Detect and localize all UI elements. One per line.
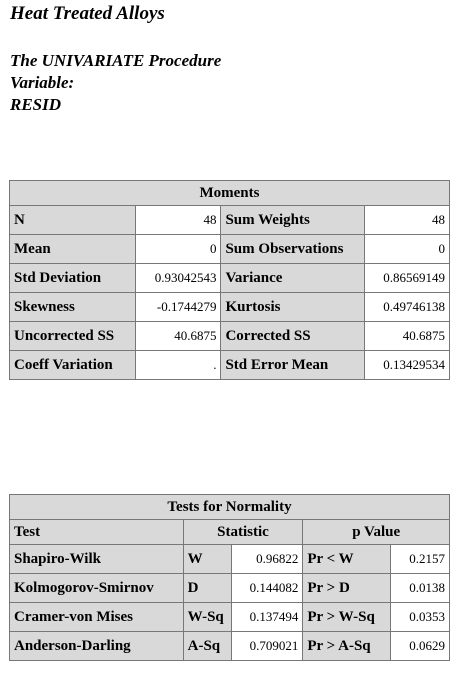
stat-value: 0.144082 [230,573,304,603]
moment-label: Std Error Mean [220,350,366,380]
test-name: Anderson-Darling [9,631,184,661]
stat-value: 0.709021 [230,631,304,661]
moments-table: Moments N 48 Sum Weights 48 Mean 0 Sum O… [9,180,450,380]
test-name: Shapiro-Wilk [9,544,184,574]
p-value: 0.2157 [390,544,450,574]
moment-value: 48 [364,205,450,235]
table-row: Std Deviation 0.93042543 Variance 0.8656… [9,263,450,293]
moment-label: Coeff Variation [9,350,136,380]
test-header: Test [9,519,184,545]
table-row: Cramer-von Mises W-Sq 0.137494 Pr > W-Sq… [9,602,450,632]
p-value: 0.0353 [390,602,450,632]
stat-name: W [182,544,232,574]
table-row: Anderson-Darling A-Sq 0.709021 Pr > A-Sq… [9,631,450,661]
moment-label: Kurtosis [220,292,366,322]
test-name: Cramer-von Mises [9,602,184,632]
moment-value: 0 [134,234,222,264]
moment-value: 0.93042543 [134,263,222,293]
table-row: Mean 0 Sum Observations 0 [9,234,450,264]
moment-value: 48 [134,205,222,235]
procedure-name: The UNIVARIATE Procedure [10,51,222,70]
stat-value: 0.137494 [230,602,304,632]
moment-value: 0 [364,234,450,264]
report-title: Heat Treated Alloys [10,3,165,24]
p-name: Pr < W [302,544,392,574]
moment-label: Sum Observations [220,234,366,264]
moment-value: 0.86569149 [364,263,450,293]
moment-value: 40.6875 [134,321,222,351]
table-row: Kolmogorov-Smirnov D 0.144082 Pr > D 0.0… [9,573,450,603]
moments-caption: Moments [9,180,450,206]
moment-label: Std Deviation [9,263,136,293]
table-row: Shapiro-Wilk W 0.96822 Pr < W 0.2157 [9,544,450,574]
moment-label: Uncorrected SS [9,321,136,351]
moment-label: Variance [220,263,366,293]
p-name: Pr > D [302,573,392,603]
procedure-header: The UNIVARIATE Procedure Variable: RESID [10,50,221,116]
moment-label: N [9,205,136,235]
table-row: Uncorrected SS 40.6875 Corrected SS 40.6… [9,321,450,351]
table-row: Skewness -0.1744279 Kurtosis 0.49746138 [9,292,450,322]
stat-value: 0.96822 [230,544,304,574]
moment-label: Mean [9,234,136,264]
moment-label: Corrected SS [220,321,366,351]
stat-name: D [182,573,232,603]
normality-table: Tests for Normality Test Statistic p Val… [9,494,450,661]
p-name: Pr > A-Sq [302,631,392,661]
moment-value: 0.13429534 [364,350,450,380]
variable-name: RESID [10,95,62,114]
moment-label: Sum Weights [220,205,366,235]
p-value: 0.0629 [390,631,450,661]
table-row: N 48 Sum Weights 48 [9,205,450,235]
variable-label: Variable: [10,73,75,92]
stat-name: A-Sq [182,631,232,661]
statistic-header: Statistic [182,519,304,545]
normality-caption: Tests for Normality [9,494,450,520]
moment-value: . [134,350,222,380]
moment-value: -0.1744279 [134,292,222,322]
stat-name: W-Sq [182,602,232,632]
test-name: Kolmogorov-Smirnov [9,573,184,603]
p-name: Pr > W-Sq [302,602,392,632]
table-row: Coeff Variation . Std Error Mean 0.13429… [9,350,450,380]
p-value: 0.0138 [390,573,450,603]
moment-label: Skewness [9,292,136,322]
moment-value: 40.6875 [364,321,450,351]
moment-value: 0.49746138 [364,292,450,322]
pvalue-header: p Value [302,519,450,545]
